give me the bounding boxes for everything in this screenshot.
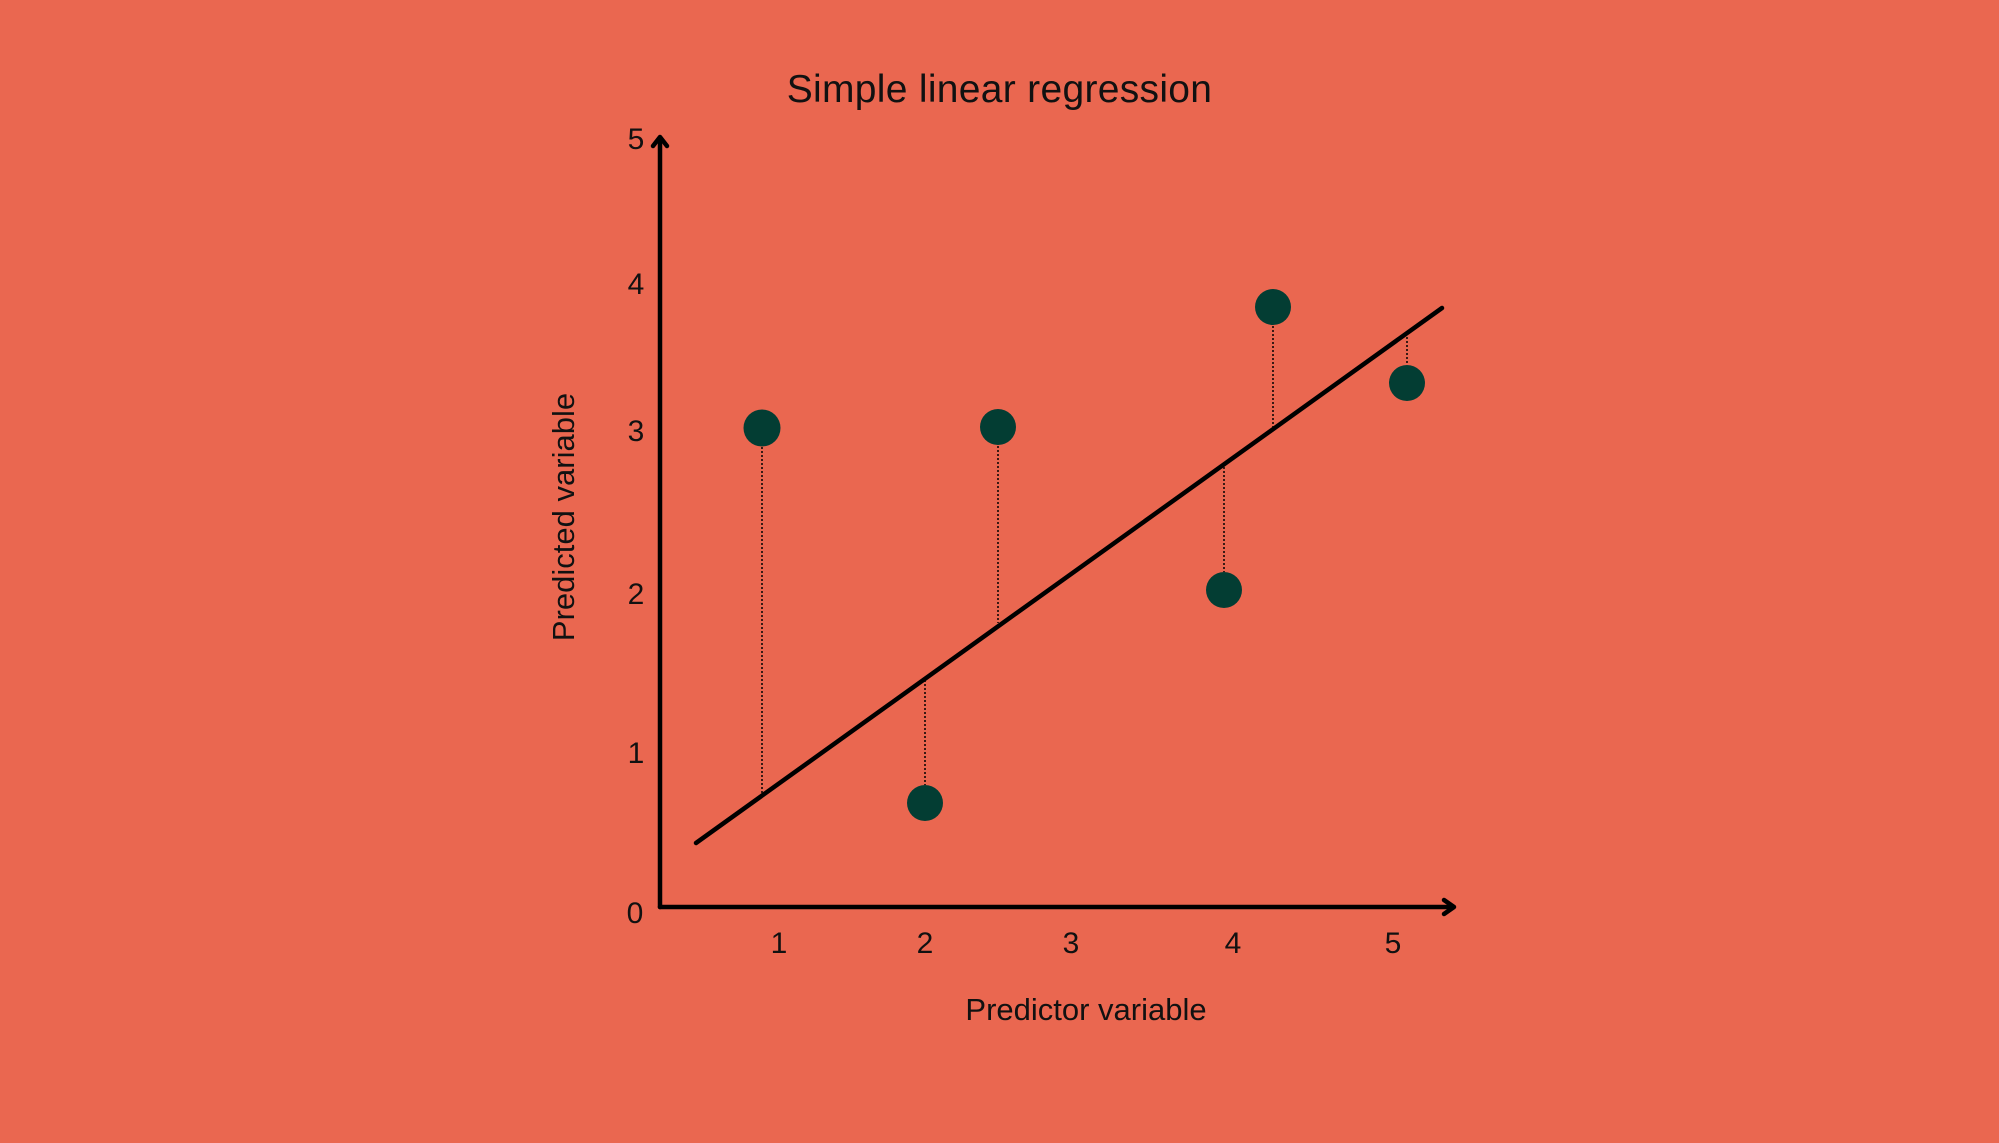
y-axis-title: Predicted variable — [546, 393, 581, 641]
x-tick-4: 4 — [1225, 927, 1242, 960]
y-axis-arrow-icon — [650, 134, 670, 149]
y-tick-4: 4 — [628, 268, 645, 301]
y-tick-1: 1 — [628, 737, 645, 770]
residual-lines — [761, 326, 1408, 795]
data-point-2 — [907, 785, 943, 821]
chart-title: Simple linear regression — [786, 68, 1213, 111]
y-tick-labels: 0 1 2 3 4 5 — [627, 123, 645, 930]
x-tick-5: 5 — [1385, 927, 1402, 960]
data-point-6 — [1389, 365, 1425, 401]
x-tick-1: 1 — [771, 927, 788, 960]
y-tick-5: 5 — [628, 123, 645, 156]
x-tick-2: 2 — [917, 927, 934, 960]
x-tick-3: 3 — [1063, 927, 1080, 960]
y-tick-0: 0 — [627, 897, 644, 930]
data-point-1 — [743, 409, 781, 447]
data-point-4 — [1206, 572, 1242, 608]
y-tick-3: 3 — [628, 415, 645, 448]
data-point-5 — [1255, 289, 1291, 325]
x-axis-title: Predictor variable — [965, 992, 1206, 1027]
axes — [650, 134, 1457, 917]
regression-line — [693, 305, 1445, 846]
data-points — [743, 289, 1425, 821]
y-tick-2: 2 — [628, 578, 645, 611]
data-point-3 — [980, 409, 1016, 445]
x-tick-labels: 1 2 3 4 5 — [771, 927, 1402, 960]
x-axis-arrow-icon — [1441, 897, 1457, 917]
